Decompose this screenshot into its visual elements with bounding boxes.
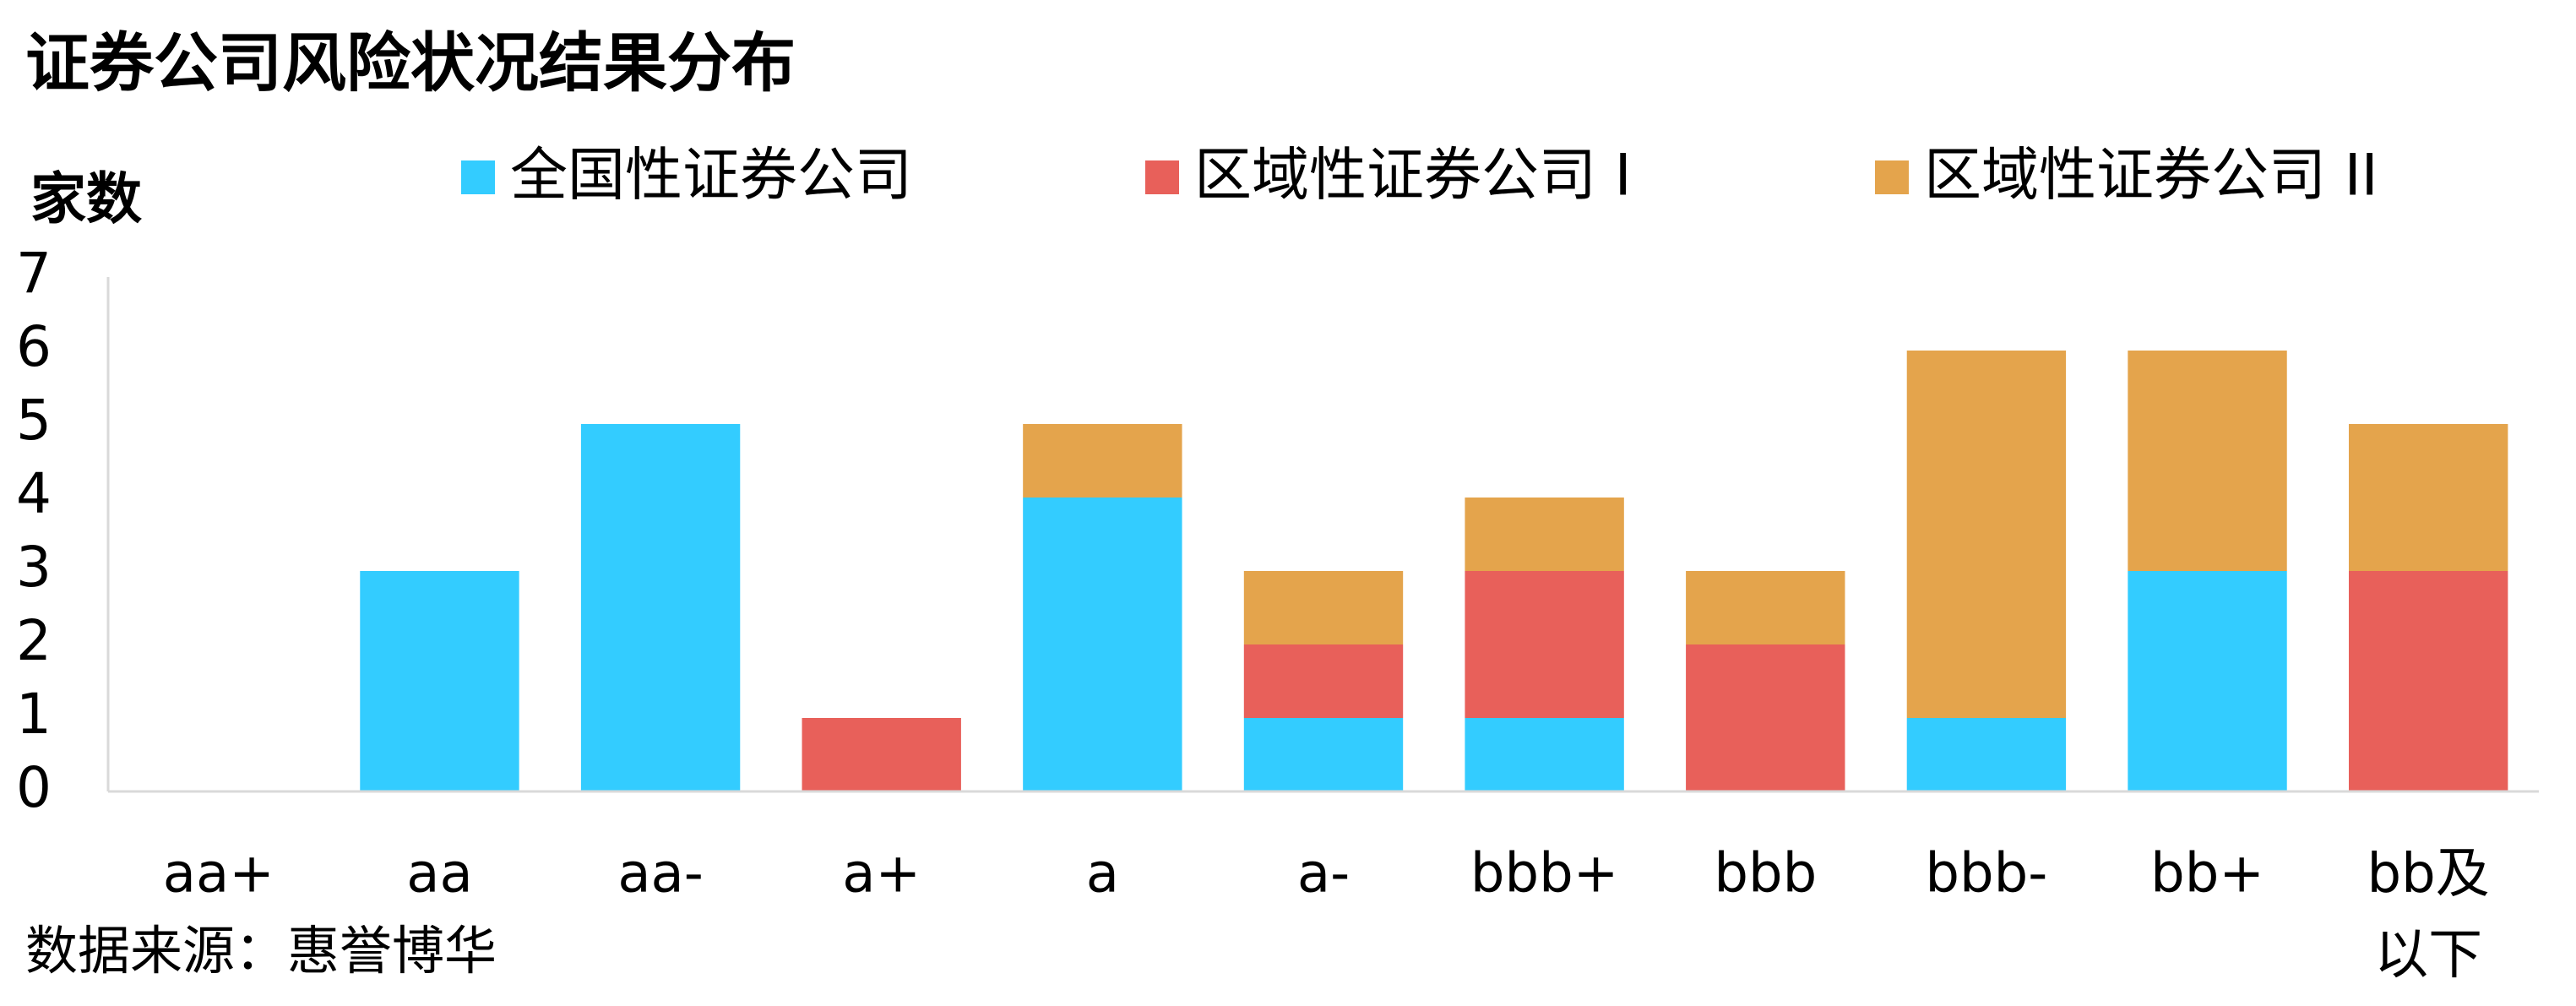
x-tick-label: bb+ (2150, 843, 2264, 905)
y-tick-label: 4 (16, 461, 52, 526)
x-tick-label: a+ (842, 843, 921, 905)
x-tick-label: bbb+ (1470, 843, 1619, 905)
chart-title: 证券公司风险状况结果分布 (25, 25, 796, 101)
bar-segment (580, 424, 741, 791)
bar-segment (1023, 498, 1182, 791)
x-tick-label: a- (1297, 843, 1350, 905)
x-tick-label: bb及以下 (2367, 843, 2490, 987)
bar-segment (2128, 351, 2287, 571)
bar-segment (802, 718, 961, 791)
x-tick-label: aa- (617, 843, 704, 905)
bar-segment (2348, 571, 2508, 791)
bar-segment (1686, 644, 1845, 791)
bar-segment (2348, 424, 2508, 571)
bar-segment (1686, 571, 1845, 644)
x-tick-label: bbb (1714, 843, 1817, 905)
legend-label: 区域性证券公司 I (1194, 143, 1632, 209)
bar-segment (1243, 644, 1404, 718)
x-tick-label: a (1086, 843, 1119, 905)
bar-segment (1465, 498, 1624, 571)
bar-segment (1906, 718, 2067, 791)
y-tick-label: 2 (16, 608, 52, 673)
bar-segment (360, 571, 519, 791)
source-note: 数据来源：惠誉博华 (25, 920, 497, 982)
x-tick-label: aa+ (163, 843, 274, 905)
legend-label: 区域性证券公司 II (1924, 143, 2378, 209)
y-tick-label: 7 (16, 241, 52, 306)
bar-segment (1023, 424, 1182, 498)
legend-swatch (1145, 160, 1179, 194)
y-tick-label: 3 (16, 535, 52, 600)
y-tick-label: 1 (16, 682, 52, 747)
y-tick-label: 5 (16, 388, 52, 453)
legend-swatch (1875, 160, 1909, 194)
legend-label: 全国性证券公司 (510, 143, 912, 209)
bar-segment (1906, 351, 2067, 718)
y-axis-label: 家数 (30, 166, 142, 231)
bar-segment (1243, 718, 1404, 791)
bar-segment (2128, 571, 2287, 791)
y-tick-label: 0 (16, 755, 52, 820)
y-tick-label: 6 (16, 314, 52, 379)
bar-segment (1243, 571, 1404, 644)
x-tick-label: aa (406, 843, 472, 905)
bar-segment (1465, 718, 1624, 791)
legend-swatch (461, 160, 495, 194)
x-tick-label: bbb- (1925, 843, 2047, 905)
bar-segment (1465, 571, 1624, 718)
